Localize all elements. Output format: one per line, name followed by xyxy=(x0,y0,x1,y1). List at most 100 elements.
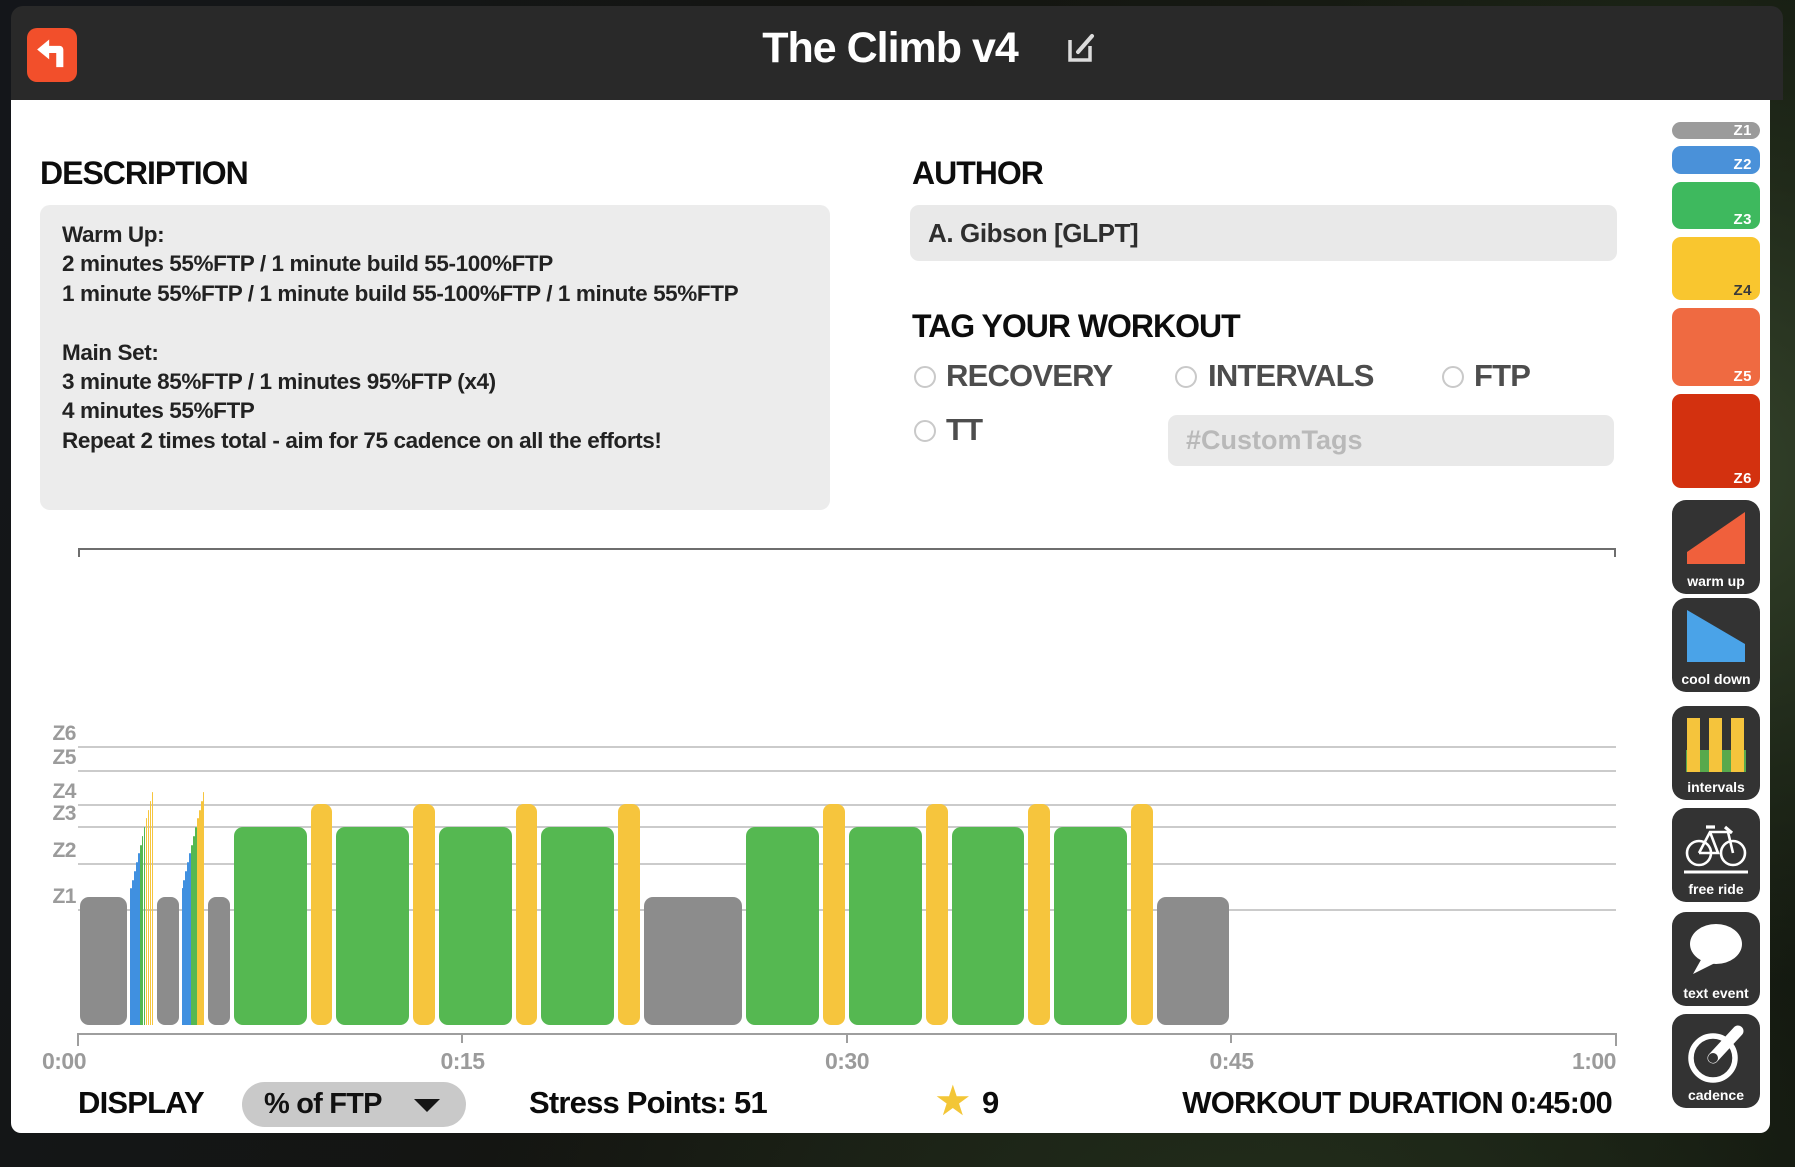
custom-tags-input[interactable] xyxy=(1168,415,1614,466)
display-dropdown[interactable]: % of FTP xyxy=(242,1082,466,1127)
ramp-step xyxy=(147,809,150,1025)
ramp-step xyxy=(193,835,195,1025)
segment-steady[interactable] xyxy=(208,897,230,1025)
zone-axis-label: Z6 xyxy=(52,721,76,745)
time-tick xyxy=(845,1033,848,1043)
ramp-step xyxy=(138,853,140,1025)
display-label: DISPLAY xyxy=(78,1085,205,1120)
tool-button-warm-up[interactable]: warm up xyxy=(1672,500,1760,594)
time-axis-label: 0:30 xyxy=(824,1048,870,1074)
time-tick xyxy=(1230,1033,1233,1043)
radio-ftp[interactable] xyxy=(1442,366,1464,388)
segment-steady[interactable] xyxy=(233,827,307,1025)
ramp-step xyxy=(201,801,203,1025)
zone-button-z5[interactable]: Z5 xyxy=(1672,308,1760,386)
zone-button-z3[interactable]: Z3 xyxy=(1672,182,1760,229)
segment-steady[interactable] xyxy=(848,827,922,1025)
zone-gridline-z3 xyxy=(78,826,1616,829)
zone-button-z1[interactable]: Z1 xyxy=(1672,122,1760,139)
segment-steady[interactable] xyxy=(541,827,615,1025)
tool-button-label: cadence xyxy=(1687,1087,1745,1103)
tool-button-cadence[interactable]: cadence xyxy=(1672,1014,1760,1108)
author-input[interactable] xyxy=(910,205,1617,261)
radio-recovery[interactable] xyxy=(914,366,936,388)
zone-button-z2[interactable]: Z2 xyxy=(1672,146,1760,174)
text-event-icon xyxy=(1672,914,1760,993)
segment-steady[interactable] xyxy=(438,827,512,1025)
zone-axis-label: Z5 xyxy=(52,746,76,770)
tool-button-cool-down[interactable]: cool down xyxy=(1672,598,1760,692)
tool-button-label: warm up xyxy=(1687,573,1745,589)
zone-button-label: Z1 xyxy=(1733,122,1752,139)
back-arrow-icon xyxy=(35,33,69,78)
author-heading: AUTHOR xyxy=(912,155,1044,191)
time-axis xyxy=(78,1033,1616,1035)
radio-tt[interactable] xyxy=(914,420,936,442)
radio-intervals[interactable] xyxy=(1175,366,1197,388)
zone-gridline-z4 xyxy=(78,804,1616,807)
ramp-step xyxy=(191,844,193,1025)
zone-axis-label: Z3 xyxy=(52,802,76,826)
description-text: Warm Up: 2 minutes 55%FTP / 1 minute bui… xyxy=(62,222,739,453)
back-button[interactable] xyxy=(27,28,77,82)
zone-axis-label: Z2 xyxy=(52,839,76,863)
time-axis-label: 1:00 xyxy=(1571,1048,1617,1074)
segment-steady[interactable] xyxy=(1028,803,1051,1025)
cadence-icon xyxy=(1672,1016,1760,1095)
workout-duration-text: WORKOUT DURATION 0:45:00 xyxy=(1182,1085,1613,1120)
segment-ramp[interactable] xyxy=(130,792,154,1025)
stress-points-text: Stress Points: 51 xyxy=(529,1085,768,1120)
segment-steady[interactable] xyxy=(1054,827,1127,1025)
description-heading: DESCRIPTION xyxy=(40,155,249,191)
page-title: The Climb v4 xyxy=(762,24,1019,72)
radio-ftp-label: FTP xyxy=(1474,358,1531,393)
tool-button-label: free ride xyxy=(1688,881,1744,897)
tool-button-label: text event xyxy=(1683,985,1749,1001)
segment-steady[interactable] xyxy=(515,803,538,1025)
display-dropdown-value: % of FTP xyxy=(264,1088,382,1120)
tool-button-label: cool down xyxy=(1681,671,1751,687)
time-axis-label: 0:00 xyxy=(41,1048,87,1074)
tool-button-free-ride[interactable]: free ride xyxy=(1672,808,1760,902)
segment-steady[interactable] xyxy=(1130,803,1153,1025)
ramp-step xyxy=(130,888,132,1025)
tool-button-intervals[interactable]: intervals xyxy=(1672,706,1760,800)
tool-button-text-event[interactable]: text event xyxy=(1672,912,1760,1006)
segment-steady[interactable] xyxy=(1156,897,1230,1025)
ramp-step xyxy=(183,879,185,1025)
edit-title-icon[interactable] xyxy=(1066,32,1096,69)
segment-steady[interactable] xyxy=(413,803,435,1025)
ramp-step xyxy=(185,870,187,1025)
ramp-step xyxy=(181,888,184,1025)
zone-gridline-z2 xyxy=(78,863,1616,866)
zone-button-z6[interactable]: Z6 xyxy=(1672,394,1760,488)
ramp-step xyxy=(141,835,144,1025)
ramp-step xyxy=(197,818,199,1025)
segment-ramp[interactable] xyxy=(181,792,206,1025)
zone-button-z4[interactable]: Z4 xyxy=(1672,237,1760,300)
star-rating-value: 9 xyxy=(982,1085,999,1120)
ramp-step xyxy=(151,792,154,1025)
zone-button-label: Z6 xyxy=(1733,470,1752,487)
segment-steady[interactable] xyxy=(925,803,948,1025)
zone-button-label: Z5 xyxy=(1733,368,1752,385)
ramp-step xyxy=(187,862,189,1025)
zone-button-label: Z2 xyxy=(1733,156,1752,173)
segment-steady[interactable] xyxy=(80,897,128,1025)
segment-steady[interactable] xyxy=(746,827,820,1025)
zone-gridline-z6 xyxy=(78,745,1616,748)
time-axis-label: 0:15 xyxy=(440,1048,485,1074)
segment-steady[interactable] xyxy=(618,803,640,1025)
segment-steady[interactable] xyxy=(310,803,333,1025)
description-textarea[interactable]: Warm Up: 2 minutes 55%FTP / 1 minute bui… xyxy=(40,205,830,510)
tags-heading: TAG YOUR WORKOUT xyxy=(912,308,1241,344)
segment-steady[interactable] xyxy=(643,897,743,1025)
ramp-step xyxy=(136,862,138,1025)
segment-steady[interactable] xyxy=(823,803,845,1025)
segment-steady[interactable] xyxy=(336,827,410,1025)
star-icon: ★ xyxy=(934,1077,972,1124)
segment-steady[interactable] xyxy=(156,897,179,1025)
intervals-icon xyxy=(1672,708,1760,787)
segment-steady[interactable] xyxy=(951,827,1025,1025)
